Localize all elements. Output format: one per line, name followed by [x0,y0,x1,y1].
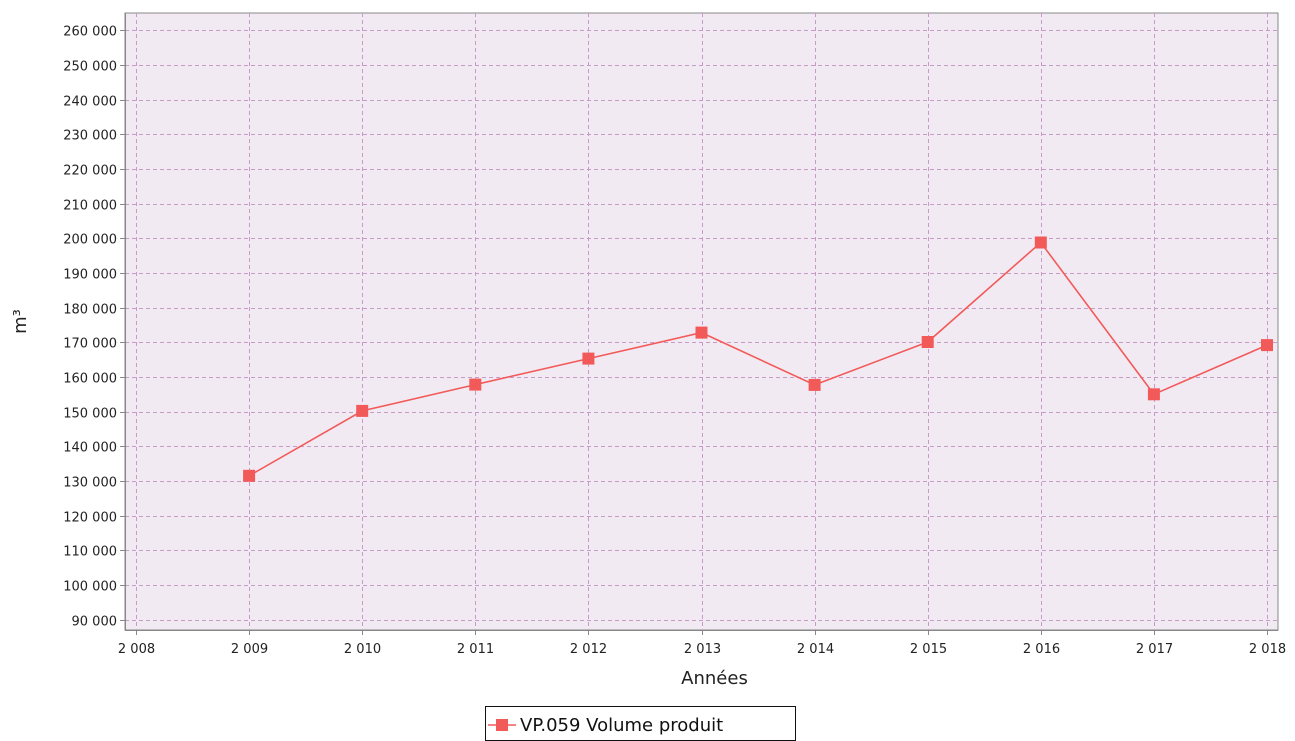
y-tick-label: 250 000 [63,60,117,75]
data-point [695,326,708,339]
legend-label: VP.059 Volume produit [520,715,723,736]
x-tick-label: 2 012 [570,642,607,657]
x-tick-label: 2 009 [231,642,268,657]
data-point [1034,236,1047,249]
data-point [356,404,369,417]
x-tick-label: 2 008 [118,642,155,657]
y-tick-label: 100 000 [63,580,117,595]
y-axis-title: m³ [10,309,31,334]
y-tick-label: 140 000 [63,441,117,456]
legend-box [485,706,796,741]
y-tick-label: 150 000 [63,407,117,422]
x-tick-label: 2 015 [910,642,947,657]
y-tick-label: 230 000 [63,129,117,144]
axes: 90 000 100 000 110 000 120 000 130 000 140 00… [63,13,1286,657]
x-tick-label: 2 013 [684,642,721,657]
grid [125,13,1278,630]
y-tick-label: 210 000 [63,199,117,214]
y-tick-label: 260 000 [63,25,117,40]
data-point [921,336,934,348]
y-tick-label: 90 000 [72,615,118,630]
data-point [808,378,821,391]
y-tick-label: 170 000 [63,337,117,352]
x-tick-label: 2 018 [1249,642,1286,657]
y-tick-label: 180 000 [63,303,117,318]
x-tick-label: 2 010 [344,642,381,657]
series-line [248,241,1268,477]
x-tick-label: 2 011 [457,642,494,657]
data-point [1261,339,1273,352]
y-tick-label: 130 000 [63,476,117,491]
data-point [469,378,482,391]
y-tick-label: 110 000 [63,545,117,560]
x-tick-label: 2 017 [1136,642,1173,657]
y-tick-label: 240 000 [63,95,117,110]
x-tick-label: 2 016 [1023,642,1060,657]
y-tick-label: 160 000 [63,372,117,387]
x-tick-label: 2 014 [797,642,834,657]
data-point [243,469,256,482]
legend: VP.059 Volume produit [485,706,796,741]
y-tick-label: 220 000 [63,164,117,179]
legend-marker [496,719,508,731]
plot-area [124,12,1279,631]
data-point [1147,388,1160,401]
series [243,236,1273,482]
y-tick-label: 200 000 [63,233,117,248]
x-axis-title: Années [681,668,748,689]
y-tick-label: 120 000 [63,511,117,526]
data-point [582,352,595,365]
y-tick-label: 190 000 [63,268,117,283]
